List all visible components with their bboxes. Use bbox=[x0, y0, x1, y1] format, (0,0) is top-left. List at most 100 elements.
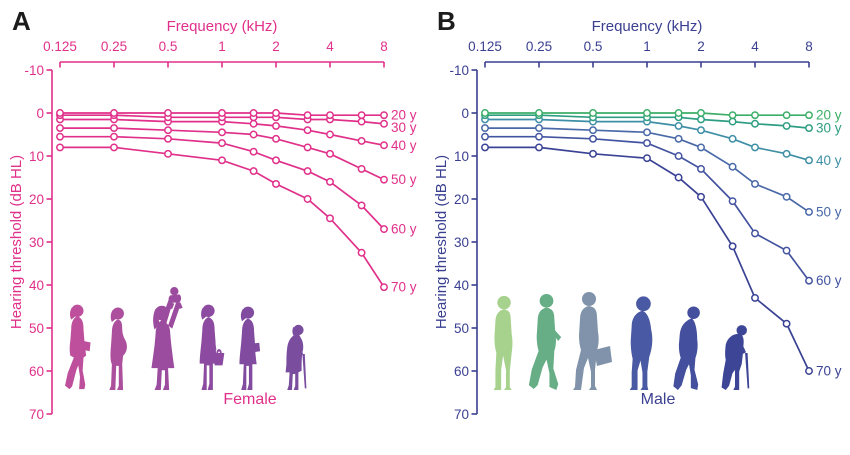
data-point-marker bbox=[782, 149, 791, 158]
data-point-marker bbox=[380, 119, 388, 128]
x-tick-label: 4 bbox=[751, 39, 759, 54]
panel-b-letter: B bbox=[437, 6, 456, 36]
y-tick-label: 70 bbox=[29, 407, 44, 422]
series-end-label-60y: 60 y bbox=[816, 273, 842, 288]
y-tick-label: 40 bbox=[454, 278, 469, 293]
data-point-marker bbox=[728, 242, 737, 251]
y-tick-label: -10 bbox=[449, 63, 469, 78]
data-point-marker bbox=[357, 111, 366, 120]
y-tick-label: 0 bbox=[461, 106, 469, 121]
series-line-40y bbox=[485, 118, 810, 162]
panel-a-y-axis-title: Hearing threshold (dB HL) bbox=[8, 155, 25, 329]
y-tick-label: 20 bbox=[29, 192, 44, 207]
panel-a-plot-area: 0.125 0.25 0.5 1 2 4 8 -10 0 10 20 30 40 50 60 70 20 y30… bbox=[24, 39, 416, 422]
data-point-marker bbox=[110, 132, 118, 141]
silhouette-pregnant-woman bbox=[109, 307, 127, 390]
data-point-marker bbox=[782, 192, 791, 201]
data-point-marker bbox=[674, 173, 683, 182]
data-point-marker bbox=[481, 109, 489, 117]
data-point-marker bbox=[249, 147, 258, 156]
series-line-70y bbox=[60, 146, 385, 288]
x-tick-label: 0.5 bbox=[584, 39, 603, 54]
data-point-marker bbox=[782, 246, 791, 255]
y-tick-label: -10 bbox=[24, 63, 44, 78]
data-point-marker bbox=[110, 124, 118, 133]
data-point-marker bbox=[481, 132, 489, 141]
data-point-marker bbox=[303, 126, 312, 135]
data-point-marker bbox=[56, 132, 64, 141]
panel-a-x-axis-title: Frequency (kHz) bbox=[167, 18, 278, 35]
x-tick-label: 0.25 bbox=[526, 39, 552, 54]
data-point-marker bbox=[249, 119, 258, 128]
data-point-marker bbox=[56, 109, 64, 117]
silhouette-mother-with-baby bbox=[151, 287, 183, 390]
data-point-marker bbox=[326, 177, 334, 186]
data-point-marker bbox=[535, 109, 543, 117]
silhouette-mature-woman bbox=[239, 306, 261, 390]
y-tick-label: 70 bbox=[454, 407, 469, 422]
data-point-marker bbox=[782, 111, 791, 120]
data-point-marker bbox=[674, 152, 683, 160]
data-point-marker bbox=[56, 124, 64, 133]
data-point-marker bbox=[751, 143, 759, 152]
series-line-70y bbox=[485, 146, 810, 372]
data-point-marker bbox=[481, 124, 489, 133]
y-tick-label: 60 bbox=[454, 364, 469, 379]
data-point-marker bbox=[164, 149, 172, 158]
series-line-30y bbox=[60, 114, 385, 125]
data-point-marker bbox=[357, 248, 366, 257]
data-point-marker bbox=[218, 156, 226, 165]
series-end-label-30y: 30 y bbox=[391, 120, 417, 135]
data-point-marker bbox=[535, 132, 543, 141]
data-point-marker bbox=[728, 197, 737, 206]
data-point-marker bbox=[303, 111, 312, 120]
x-tick-label: 4 bbox=[326, 39, 334, 54]
data-point-marker bbox=[249, 109, 258, 117]
silhouette-young-man bbox=[493, 295, 513, 390]
data-point-marker bbox=[272, 134, 280, 143]
data-point-marker bbox=[357, 137, 366, 145]
series-end-label-20y: 20 y bbox=[391, 108, 417, 123]
data-point-marker bbox=[674, 121, 683, 130]
silhouette-heavy-man bbox=[629, 296, 653, 390]
y-tick-label: 30 bbox=[454, 235, 469, 250]
series-line-60y bbox=[485, 135, 810, 282]
data-point-marker bbox=[326, 130, 334, 139]
data-point-marker bbox=[751, 111, 759, 120]
data-point-marker bbox=[326, 111, 334, 120]
data-point-marker bbox=[805, 207, 813, 216]
data-point-marker bbox=[728, 111, 737, 120]
data-point-marker bbox=[805, 124, 813, 133]
data-point-marker bbox=[164, 126, 172, 135]
data-point-marker bbox=[697, 115, 705, 124]
data-point-marker bbox=[697, 109, 705, 117]
series-line-40y bbox=[60, 118, 385, 147]
data-point-marker bbox=[380, 225, 388, 234]
data-point-marker bbox=[697, 126, 705, 135]
data-point-marker bbox=[249, 167, 258, 176]
silhouette-group bbox=[65, 287, 307, 390]
data-point-marker bbox=[380, 283, 388, 292]
data-point-marker bbox=[751, 229, 759, 238]
y-tick-label: 10 bbox=[29, 149, 44, 164]
data-point-marker bbox=[589, 109, 597, 117]
data-point-marker bbox=[303, 143, 312, 152]
data-point-marker bbox=[272, 180, 280, 188]
panel-b-x-axis-title: Frequency (kHz) bbox=[592, 18, 703, 35]
series-end-label-60y: 60 y bbox=[391, 222, 417, 237]
data-point-marker bbox=[303, 167, 312, 176]
series-end-label-70y: 70 y bbox=[816, 364, 842, 379]
silhouette-walking-man bbox=[528, 293, 562, 390]
data-point-marker bbox=[751, 293, 759, 302]
data-point-marker bbox=[697, 143, 705, 152]
data-point-marker bbox=[272, 156, 280, 165]
data-point-marker bbox=[272, 109, 280, 117]
panel-a-chart: A Frequency (kHz) Hearing threshold (dB … bbox=[8, 6, 417, 422]
series-line-20y bbox=[60, 112, 384, 117]
data-point-marker bbox=[481, 143, 489, 152]
y-tick-label: 50 bbox=[29, 321, 44, 336]
series-end-label-50y: 50 y bbox=[816, 204, 842, 219]
data-point-marker bbox=[782, 319, 791, 328]
data-point-marker bbox=[697, 192, 705, 201]
series-end-label-20y: 20 y bbox=[816, 108, 842, 123]
